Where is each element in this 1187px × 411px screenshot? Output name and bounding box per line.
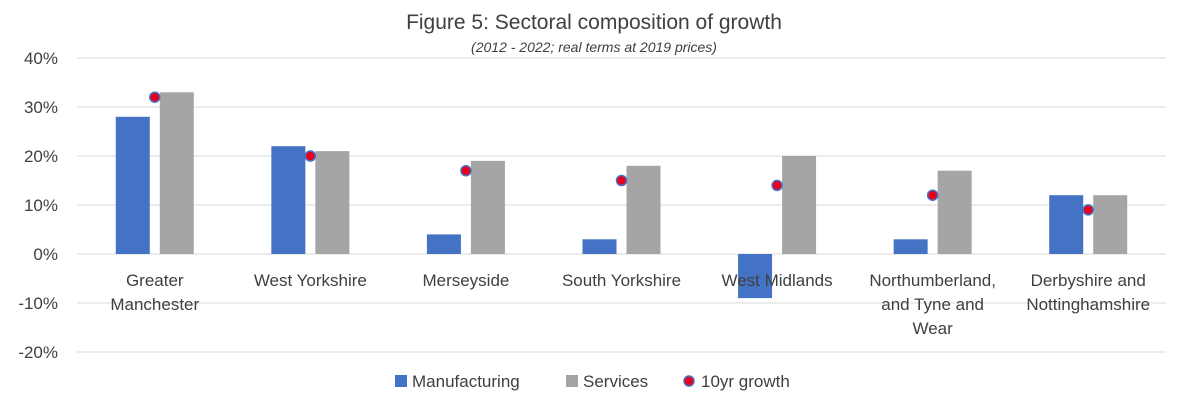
category-label: Merseyside	[422, 271, 509, 290]
category-label-line: Northumberland,	[869, 271, 996, 290]
legend-swatch-manufacturing	[395, 375, 407, 387]
y-tick-label: 30%	[24, 98, 58, 117]
category-label: South Yorkshire	[562, 271, 681, 290]
bar-services	[937, 170, 972, 254]
marker-10yr-growth	[926, 189, 939, 201]
bar-services	[159, 92, 194, 254]
category-label-line: Nottinghamshire	[1026, 295, 1150, 314]
y-tick-label: -20%	[18, 343, 58, 362]
legend-marker-10yr-growth	[683, 375, 695, 387]
category-label-line: Wear	[912, 319, 953, 338]
legend-label-services: Services	[583, 372, 648, 391]
legend-swatch-services	[566, 375, 578, 387]
chart-subtitle: (2012 - 2022; real terms at 2019 prices)	[471, 39, 717, 55]
y-tick-label: 20%	[24, 147, 58, 166]
y-tick-label: 0%	[33, 245, 58, 264]
category-label-line: West Midlands	[721, 271, 832, 290]
category-label-line: Manchester	[110, 295, 199, 314]
y-tick-label: 10%	[24, 196, 58, 215]
category-label-line: South Yorkshire	[562, 271, 681, 290]
bar-services	[626, 165, 661, 254]
y-tick-label: -10%	[18, 294, 58, 313]
category-labels: Greater Manchester West Yorkshire Merseysid…	[110, 271, 1150, 338]
bar-services	[470, 160, 505, 254]
legend-label-manufacturing: Manufacturing	[412, 372, 520, 391]
legend-label-10yr-growth: 10yr growth	[701, 372, 790, 391]
category-label: Derbyshire and Nottinghamshire	[1026, 271, 1150, 314]
category-label: Northumberland, and Tyne and Wear	[869, 271, 996, 338]
y-axis-ticks: -20% -10% 0% 10% 20% 30% 40%	[18, 49, 58, 362]
category-label: West Midlands	[721, 271, 832, 290]
marker-10yr-growth	[771, 179, 783, 192]
category-label-line: Greater	[126, 271, 184, 290]
bar-services	[1093, 195, 1128, 254]
bar-manufacturing	[582, 239, 617, 254]
bar-manufacturing	[893, 239, 928, 254]
category-label-line: and Tyne and	[881, 295, 984, 314]
bar-services	[315, 151, 350, 254]
category-label-line: West Yorkshire	[254, 271, 367, 290]
bar-manufacturing	[738, 254, 773, 299]
marker-10yr-growth	[615, 174, 628, 187]
category-label: Greater Manchester	[110, 271, 199, 314]
marker-10yr-growth	[149, 91, 161, 103]
chart-title: Figure 5: Sectoral composition of growth	[406, 11, 782, 34]
category-label-line: Derbyshire and	[1031, 271, 1146, 290]
bar-manufacturing	[271, 146, 306, 254]
marker-10yr-growth	[304, 150, 317, 162]
bar-manufacturing	[1049, 195, 1084, 254]
bar-manufacturing	[426, 234, 461, 254]
y-tick-label: 40%	[24, 49, 58, 68]
category-label-line: Merseyside	[422, 271, 509, 290]
category-label: West Yorkshire	[254, 271, 367, 290]
bar-services	[782, 156, 817, 254]
bars	[115, 91, 1128, 299]
marker-10yr-growth	[1082, 204, 1094, 216]
gridlines	[77, 57, 1166, 353]
marker-10yr-growth	[460, 164, 472, 177]
legend: Manufacturing Services 10yr growth	[395, 372, 790, 391]
bar-manufacturing	[115, 116, 150, 254]
